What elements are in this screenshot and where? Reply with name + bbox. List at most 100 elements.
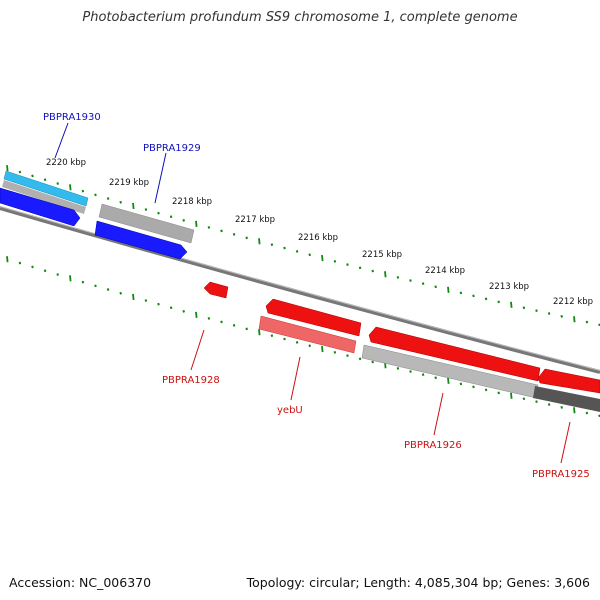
scale-label-2220: 2220 kbp (46, 158, 86, 168)
inner-tick-31 (396, 367, 400, 370)
gene-pbpra1930-outer[interactable] (3, 170, 89, 207)
inner-tick-43 (547, 403, 551, 406)
inner-tick-32 (409, 370, 412, 373)
gene-yebu[interactable] (265, 298, 362, 337)
outer-tick-6 (81, 189, 85, 193)
outer-tick-31 (396, 276, 400, 279)
gene-pbpra1929[interactable] (94, 220, 188, 260)
inner-tick-18 (232, 324, 236, 327)
inner-tick-25 (321, 345, 324, 353)
inner-tick-9 (119, 291, 122, 295)
scale-label-2214: 2214 kbp (425, 266, 465, 276)
gene-label-pbpra1930[interactable]: PBPRA1930 (43, 112, 101, 123)
outer-tick-2 (31, 174, 34, 178)
gene-label-pbpra1929[interactable]: PBPRA1929 (143, 143, 201, 154)
inner-tick-42 (535, 400, 538, 404)
inner-tick-13 (169, 306, 173, 310)
outer-tick-1 (18, 170, 22, 174)
scale-label-2217: 2217 kbp (235, 215, 275, 225)
outer-tick-28 (358, 266, 362, 270)
inner-tick-21 (270, 334, 274, 338)
outer-tick-14 (182, 218, 185, 222)
outer-tick-43 (547, 312, 551, 315)
outer-tick-9 (119, 200, 122, 204)
gene-pbpra1930[interactable] (0, 187, 81, 227)
outer-tick-4 (56, 182, 59, 185)
gene-label-pbpra1926[interactable]: PBPRA1926 (404, 440, 462, 451)
outer-tick-39 (497, 300, 500, 304)
inner-tick-22 (283, 337, 286, 341)
accession-text: Accession: NC_006370 (9, 575, 152, 590)
inner-tick-26 (333, 350, 337, 354)
inner-tick-16 (207, 317, 211, 320)
inner-tick-38 (484, 388, 488, 392)
inner-tick-1 (18, 261, 22, 265)
outer-tick-24 (308, 253, 311, 257)
outer-tick-33 (421, 282, 425, 286)
inner-tick-29 (371, 360, 374, 364)
leader-pbpra1930 (54, 122, 69, 159)
leader-pbpra1926 (433, 392, 444, 436)
inner-tick-37 (472, 385, 475, 389)
outer-tick-13 (169, 215, 173, 219)
inner-tick-track (6, 256, 600, 418)
inner-tick-24 (308, 344, 311, 348)
outer-tick-46 (585, 320, 589, 324)
outer-tick-22 (283, 246, 286, 250)
outer-tick-29 (371, 269, 374, 273)
outer-tick-3 (43, 178, 47, 182)
outer-tick-44 (560, 315, 563, 318)
gene-pbpra1925[interactable] (537, 368, 600, 394)
scale-label-2212: 2212 kbp (553, 297, 593, 307)
genome-backbone (0, 206, 600, 374)
outer-tick-16 (207, 226, 211, 229)
outer-tick-19 (245, 236, 248, 240)
inner-tick-10 (132, 293, 135, 300)
inner-tick-39 (497, 391, 500, 395)
scale-label-2219: 2219 kbp (109, 178, 149, 188)
inner-tick-34 (434, 376, 437, 380)
outer-tick-27 (346, 263, 349, 266)
inner-tick-44 (560, 406, 563, 409)
inner-tick-17 (220, 320, 223, 324)
outer-tick-42 (535, 309, 538, 313)
inner-tick-36 (459, 382, 463, 386)
outer-tick-5 (69, 184, 72, 191)
outer-tick-30 (384, 271, 387, 278)
genome-backbone-highlight (0, 206, 600, 371)
scale-label-2216: 2216 kbp (298, 233, 338, 243)
scale-label-2218: 2218 kbp (172, 197, 212, 207)
outer-tick-37 (472, 294, 475, 298)
outer-tick-17 (220, 229, 223, 233)
gene-yebu-similarity (258, 315, 357, 354)
outer-tick-21 (270, 243, 274, 247)
inner-tick-40 (510, 392, 513, 399)
inner-tick-14 (182, 309, 185, 313)
outer-tick-23 (295, 250, 299, 253)
outer-tick-25 (321, 254, 324, 262)
inner-tick-28 (358, 357, 362, 361)
map-title: Photobacterium profundum SS9 chromosome … (82, 10, 518, 25)
inner-tick-2 (31, 265, 34, 269)
outer-tick-track (6, 165, 600, 327)
outer-tick-41 (522, 306, 526, 310)
gene-label-pbpra1928[interactable]: PBPRA1928 (162, 375, 220, 386)
inner-tick-23 (295, 341, 299, 344)
inner-tick-46 (585, 411, 589, 415)
outer-tick-11 (144, 208, 148, 211)
outer-tick-12 (157, 211, 160, 215)
outer-tick-36 (459, 291, 463, 295)
outer-tick-45 (573, 316, 576, 323)
outer-tick-38 (484, 297, 488, 301)
scale-label-2215: 2215 kbp (362, 250, 402, 260)
gene-pbpra1928[interactable] (203, 281, 229, 299)
inner-tick-41 (522, 397, 526, 401)
gene-label-yebu[interactable]: yebU (277, 405, 303, 416)
inner-tick-4 (56, 273, 59, 276)
gene-label-pbpra1925[interactable]: PBPRA1925 (532, 469, 590, 480)
inner-tick-8 (106, 288, 110, 291)
gene-pbpra1926[interactable] (368, 326, 541, 382)
inner-tick-15 (195, 311, 198, 318)
outer-tick-34 (434, 285, 437, 289)
